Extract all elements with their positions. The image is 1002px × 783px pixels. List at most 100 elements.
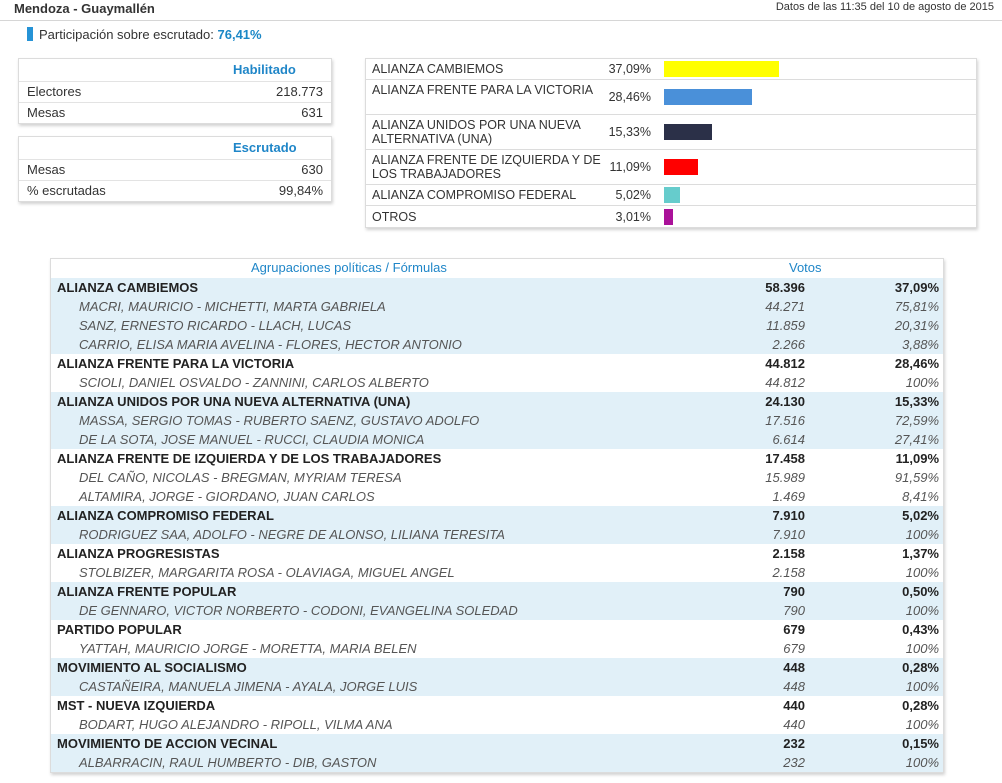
summary-table: ALIANZA CAMBIEMOS 37,09% ALIANZA FRENTE PA… — [365, 58, 977, 228]
formula-row: CASTAÑEIRA, MANUELA JIMENA - AYALA, JORG… — [51, 677, 943, 696]
summary-party-bar — [664, 124, 712, 140]
formula-row-votes: 448 — [783, 679, 805, 694]
habilitado-title: Habilitado — [233, 62, 296, 77]
formula-row-votes: 44.271 — [765, 299, 805, 314]
party-row-name: ALIANZA COMPROMISO FEDERAL — [57, 508, 274, 523]
party-row-votes: 44.812 — [765, 356, 805, 371]
party-row: ALIANZA CAMBIEMOS 58.396 37,09% — [51, 278, 943, 297]
formula-row-votes: 440 — [783, 717, 805, 732]
summary-party-pct: 37,09% — [608, 62, 651, 76]
summary-row: ALIANZA FRENTE PARA LA VICTORIA 28,46% — [366, 79, 976, 114]
summary-party-pct: 3,01% — [615, 209, 651, 224]
participation-label: Participación sobre escrutado: — [39, 27, 214, 42]
summary-party-name: ALIANZA FRENTE DE IZQUIERDA Y DE LOS TRA… — [372, 153, 601, 181]
formula-row-name: RODRIGUEZ SAA, ADOLFO - NEGRE DE ALONSO,… — [79, 527, 505, 542]
formula-row-pct: 72,59% — [894, 413, 939, 428]
formula-row-pct: 100% — [905, 641, 939, 656]
results-rows: ALIANZA CAMBIEMOS 58.396 37,09% MACRI, MAUR… — [51, 278, 943, 772]
formula-row-name: ALTAMIRA, JORGE - GIORDANO, JUAN CARLOS — [79, 489, 375, 504]
party-row-name: ALIANZA FRENTE DE IZQUIERDA Y DE LOS TRA… — [57, 451, 442, 466]
party-row: ALIANZA UNIDOS POR UNA NUEVA ALTERNATIVA… — [51, 392, 943, 411]
formula-row-pct: 100% — [905, 679, 939, 694]
summary-party-pct: 15,33% — [608, 125, 651, 139]
summary-row: ALIANZA COMPROMISO FEDERAL 5,02% — [366, 184, 976, 205]
formula-row: DE LA SOTA, JOSE MANUEL - RUCCI, CLAUDIA… — [51, 430, 943, 449]
formula-row-pct: 20,31% — [894, 318, 939, 333]
formula-row-name: DE LA SOTA, JOSE MANUEL - RUCCI, CLAUDIA… — [79, 432, 425, 447]
page-header: Mendoza - Guaymallén Datos de las 11:35 … — [0, 0, 1002, 21]
column-header-votos: Votos — [789, 260, 822, 275]
summary-party-bar — [664, 61, 779, 77]
formula-row-pct: 75,81% — [894, 299, 939, 314]
summary-party-bar — [664, 159, 698, 175]
formula-row-pct: 100% — [905, 755, 939, 770]
party-row-pct: 37,09% — [894, 280, 939, 295]
formula-row: BODART, HUGO ALEJANDRO - RIPOLL, VILMA A… — [51, 715, 943, 734]
habilitado-row-electores: Electores 218.773 — [19, 81, 331, 102]
party-row-votes: 448 — [783, 660, 805, 675]
habilitado-electores-label: Electores — [27, 84, 82, 99]
party-row-pct: 5,02% — [902, 508, 939, 523]
party-row: MOVIMIENTO AL SOCIALISMO 448 0,28% — [51, 658, 943, 677]
formula-row: ALBARRACIN, RAUL HUMBERTO - DIB, GASTON 2… — [51, 753, 943, 772]
formula-row-votes: 2.158 — [772, 565, 805, 580]
formula-row-name: CASTAÑEIRA, MANUELA JIMENA - AYALA, JORG… — [79, 679, 418, 694]
formula-row-pct: 100% — [905, 717, 939, 732]
formula-row: MACRI, MAURICIO - MICHETTI, MARTA GABRIE… — [51, 297, 943, 316]
summary-row: ALIANZA UNIDOS POR UNA NUEVA ALTERNATIVA… — [366, 114, 976, 149]
summary-party-pct: 28,46% — [608, 90, 651, 104]
data-timestamp: Datos de las 11:35 del 10 de agosto de 2… — [775, 1, 994, 13]
formula-row: ALTAMIRA, JORGE - GIORDANO, JUAN CARLOS 1… — [51, 487, 943, 506]
summary-party-bar — [664, 89, 752, 105]
summary-row: OTROS 3,01% — [366, 205, 976, 227]
party-row: ALIANZA COMPROMISO FEDERAL 7.910 5,02% — [51, 506, 943, 525]
escrutado-pct-value: 99,84% — [278, 183, 323, 198]
party-row-pct: 0,28% — [902, 698, 939, 713]
party-row-pct: 0,50% — [902, 584, 939, 599]
habilitado-row-mesas: Mesas 631 — [19, 102, 331, 123]
habilitado-mesas-label: Mesas — [27, 105, 66, 120]
formula-row: MASSA, SERGIO TOMAS - RUBERTO SAENZ, GUS… — [51, 411, 943, 430]
escrutado-row-pct: % escrutadas 99,84% — [19, 180, 331, 201]
habilitado-panel: Habilitado Electores 218.773 Mesas 631 — [18, 58, 332, 124]
party-row-votes: 2.158 — [772, 546, 805, 561]
summary-party-bar — [664, 208, 673, 225]
formula-row-pct: 91,59% — [894, 470, 939, 485]
formula-row-votes: 11.859 — [766, 318, 805, 333]
formula-row-votes: 15.989 — [765, 470, 805, 485]
formula-row-votes: 2.266 — [772, 337, 805, 352]
habilitado-mesas-value: 631 — [301, 105, 323, 120]
party-row-name: ALIANZA FRENTE POPULAR — [57, 584, 237, 599]
party-row-votes: 24.130 — [765, 394, 805, 409]
summary-party-name: ALIANZA CAMBIEMOS — [372, 62, 504, 76]
formula-row-name: ALBARRACIN, RAUL HUMBERTO - DIB, GASTON — [79, 755, 377, 770]
formula-row-pct: 100% — [905, 375, 939, 390]
formula-row: CARRIO, ELISA MARIA AVELINA - FLORES, HE… — [51, 335, 943, 354]
column-header-agrupaciones: Agrupaciones políticas / Fórmulas — [251, 260, 447, 275]
formula-row-name: CARRIO, ELISA MARIA AVELINA - FLORES, HE… — [79, 337, 462, 352]
formula-row-name: DE GENNARO, VICTOR NORBERTO - CODONI, EV… — [79, 603, 518, 618]
formula-row: STOLBIZER, MARGARITA ROSA - OLAVIAGA, MI… — [51, 563, 943, 582]
summary-party-pct: 5,02% — [615, 188, 651, 202]
formula-row-name: SCIOLI, DANIEL OSVALDO - ZANNINI, CARLOS… — [79, 375, 429, 390]
formula-row-votes: 6.614 — [772, 432, 805, 447]
formula-row: YATTAH, MAURICIO JORGE - MORETTA, MARIA … — [51, 639, 943, 658]
formula-row: RODRIGUEZ SAA, ADOLFO - NEGRE DE ALONSO,… — [51, 525, 943, 544]
formula-row-pct: 100% — [905, 603, 939, 618]
party-row-name: ALIANZA FRENTE PARA LA VICTORIA — [57, 356, 295, 371]
formula-row-name: DEL CAÑO, NICOLAS - BREGMAN, MYRIAM TERE… — [79, 470, 402, 485]
formula-row-name: MASSA, SERGIO TOMAS - RUBERTO SAENZ, GUS… — [79, 413, 480, 428]
party-row-pct: 15,33% — [894, 394, 939, 409]
formula-row-name: SANZ, ERNESTO RICARDO - LLACH, LUCAS — [79, 318, 352, 333]
party-row-name: MST - NUEVA IZQUIERDA — [57, 698, 216, 713]
formula-row-votes: 44.812 — [765, 375, 805, 390]
party-row-name: ALIANZA UNIDOS POR UNA NUEVA ALTERNATIVA… — [57, 394, 411, 409]
formula-row-name: MACRI, MAURICIO - MICHETTI, MARTA GABRIE… — [79, 299, 386, 314]
formula-row-votes: 679 — [783, 641, 805, 656]
formula-row: DEL CAÑO, NICOLAS - BREGMAN, MYRIAM TERE… — [51, 468, 943, 487]
formula-row-votes: 790 — [783, 603, 805, 618]
party-row: ALIANZA FRENTE POPULAR 790 0,50% — [51, 582, 943, 601]
formula-row-name: BODART, HUGO ALEJANDRO - RIPOLL, VILMA A… — [79, 717, 393, 732]
party-row-pct: 0,15% — [902, 736, 939, 751]
party-row-pct: 11,09% — [895, 451, 939, 466]
